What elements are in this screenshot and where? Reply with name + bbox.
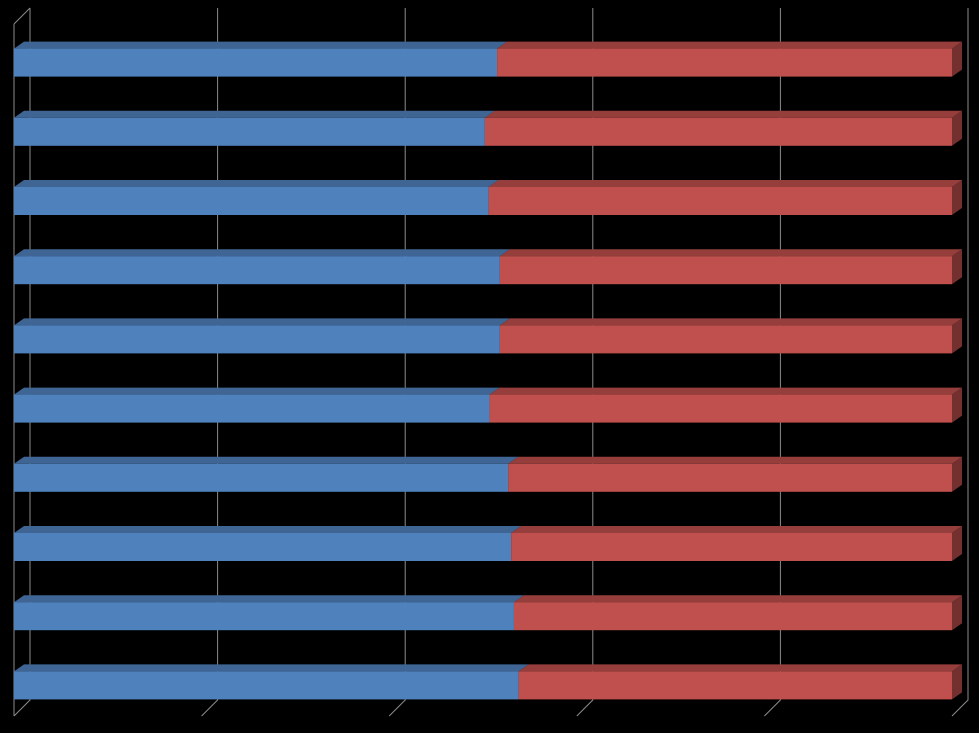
bar-top [14,387,500,395]
bar [489,394,952,423]
bar-side [952,595,962,631]
bar-side [952,318,962,354]
bar [488,187,952,215]
bar [518,671,952,700]
bar-top [499,249,962,257]
bar [14,463,509,492]
bar-top [518,664,962,672]
bar [497,48,952,77]
bar [14,671,519,700]
bar-top [14,110,495,118]
bar-top [14,595,524,603]
bar [499,325,952,354]
bar [14,117,485,146]
bar-side [952,456,962,492]
bar-side [952,110,962,146]
bar-top [508,456,962,464]
bar-top [14,249,510,257]
bar-top [14,664,529,672]
bar-side [952,41,962,77]
bar-side [952,180,962,215]
bar-top [499,318,962,326]
bar-side [952,526,962,561]
bar-top [488,180,962,187]
bar-top [14,318,510,326]
bar [499,256,952,285]
grid-line [576,8,594,717]
bar [14,256,500,285]
bar [14,325,500,354]
bar [484,117,952,146]
bar-top [513,595,962,603]
bar-top [489,387,962,395]
axis-line [13,7,31,25]
bar [14,394,490,423]
bar-top [497,41,962,49]
bar-top [14,41,508,49]
bar-top [484,110,962,118]
bar-top [511,526,962,533]
bar [14,533,512,561]
grid-line [388,8,406,717]
bar [511,533,952,561]
bar [14,602,514,631]
bar [513,602,952,631]
grid-line [951,8,969,717]
bar-top [14,180,499,187]
bar-side [952,249,962,285]
bar [14,187,489,215]
grid-line [764,8,781,717]
bar-side [952,664,962,700]
bar-top [14,456,519,464]
bar [508,463,952,492]
bar-top [14,526,522,533]
grid-line [13,8,31,717]
bar-side [952,387,962,423]
bar [14,48,498,77]
grid-line [201,8,219,717]
